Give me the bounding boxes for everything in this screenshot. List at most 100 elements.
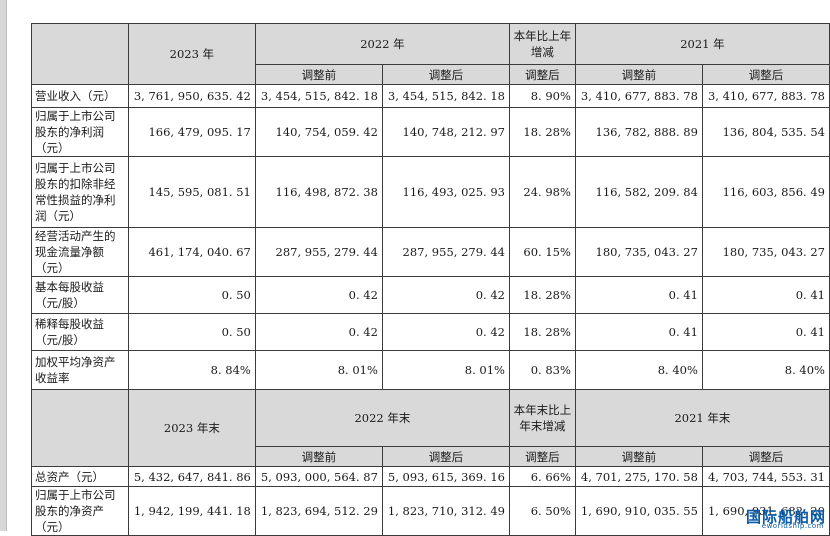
cell-change: 0. 83%: [508, 350, 576, 390]
cell-2021-before: 0. 41: [574, 276, 703, 314]
cell-2021-before: 3, 410, 677, 883. 78: [574, 84, 703, 108]
table-row: 基本每股收益（元/股） 0. 50 0. 42 0. 42 18. 28% 0.…: [31, 276, 830, 314]
cell-2021-after: 4, 703, 744, 553. 31: [701, 466, 830, 487]
header-blank-cell: [31, 389, 129, 467]
financial-data-table: 2023 年 2022 年 本年比上年增减 2021 年 调整前 调整后 调整后…: [31, 23, 830, 536]
cell-2021-after: 116, 603, 856. 49: [701, 156, 830, 228]
cell-2022-after: 1, 823, 710, 312. 49: [381, 486, 510, 536]
cell-change: 18. 28%: [508, 107, 576, 157]
cell-2021-after: 8. 40%: [701, 350, 830, 390]
cell-2023: 1, 942, 199, 441. 18: [127, 486, 256, 536]
header-2021-end-before: 调整前: [574, 446, 703, 467]
row-label: 归属于上市公司股东的扣除非经常性损益的净利润（元）: [31, 156, 129, 228]
header-change-end: 本年末比上年末增减: [508, 389, 576, 447]
table-row: 归属于上市公司股东的净利润（元） 166, 479, 095. 17 140, …: [31, 107, 830, 157]
cell-2021-before: 1, 690, 910, 035. 55: [574, 486, 703, 536]
header-2022-end-before: 调整前: [254, 446, 383, 467]
row-label: 基本每股收益（元/股）: [31, 276, 129, 314]
cell-2021-before: 0. 41: [574, 313, 703, 351]
cell-2021-before: 180, 735, 043. 27: [574, 227, 703, 277]
header-2021-before: 调整前: [574, 64, 703, 85]
cell-2022-before: 116, 498, 872. 38: [254, 156, 383, 228]
header-blank-cell: [31, 23, 129, 85]
header-year-2022-end: 2022 年末: [254, 389, 510, 447]
cell-2021-after: 0. 41: [701, 276, 830, 314]
cell-2023: 166, 479, 095. 17: [127, 107, 256, 157]
header-year-2021: 2021 年: [574, 23, 830, 65]
header-year-2023-end: 2023 年末: [127, 389, 256, 467]
row-label: 归属于上市公司股东的净资产（元）: [31, 486, 129, 536]
table-row: 营业收入（元） 3, 761, 950, 635. 42 3, 454, 515…: [31, 84, 830, 108]
table-row: 归属于上市公司股东的净资产（元） 1, 942, 199, 441. 18 1,…: [31, 486, 830, 536]
header-year-2023: 2023 年: [127, 23, 256, 85]
row-label: 稀释每股收益（元/股）: [31, 313, 129, 351]
cell-2023: 0. 50: [127, 276, 256, 314]
header-change-end-after: 调整后: [508, 446, 576, 467]
table-row: 加权平均净资产收益率 8. 84% 8. 01% 8. 01% 0. 83% 8…: [31, 350, 830, 390]
cell-2022-before: 1, 823, 694, 512. 29: [254, 486, 383, 536]
cell-change: 8. 90%: [508, 84, 576, 108]
watermark-cn-text: 国际船舶网: [745, 508, 826, 526]
cell-2021-before: 8. 40%: [574, 350, 703, 390]
cell-2022-before: 3, 454, 515, 842. 18: [254, 84, 383, 108]
left-window-edge-line: [6, 0, 7, 531]
cell-2021-after: 3, 410, 677, 883. 78: [701, 84, 830, 108]
cell-change: 18. 28%: [508, 276, 576, 314]
cell-2022-after: 0. 42: [381, 276, 510, 314]
header-change: 本年比上年增减: [508, 23, 576, 65]
cell-2022-before: 5, 093, 000, 564. 87: [254, 466, 383, 487]
cell-2021-before: 4, 701, 275, 170. 58: [574, 466, 703, 487]
table-row: 总资产（元） 5, 432, 647, 841. 86 5, 093, 000,…: [31, 466, 830, 487]
cell-2023: 0. 50: [127, 313, 256, 351]
cell-2022-after: 3, 454, 515, 842. 18: [381, 84, 510, 108]
row-label: 营业收入（元）: [31, 84, 129, 108]
header-2021-after: 调整后: [701, 64, 830, 85]
header-2022-after: 调整后: [381, 64, 510, 85]
cell-2021-after: 0. 41: [701, 313, 830, 351]
cell-2021-after: 136, 804, 535. 54: [701, 107, 830, 157]
header-row-1: 2023 年 2022 年 本年比上年增减 2021 年: [31, 23, 830, 85]
header-2022-before: 调整前: [254, 64, 383, 85]
cell-change: 24. 98%: [508, 156, 576, 228]
cell-2022-after: 116, 493, 025. 93: [381, 156, 510, 228]
cell-2022-after: 140, 748, 212. 97: [381, 107, 510, 157]
watermark-en-text: eworldship.com: [761, 522, 824, 530]
table-row: 经营活动产生的现金流量净额（元） 461, 174, 040. 67 287, …: [31, 227, 830, 277]
cell-2023: 8. 84%: [127, 350, 256, 390]
left-window-edge: [0, 0, 6, 531]
cell-2022-after: 5, 093, 615, 369. 16: [381, 466, 510, 487]
header-2022-end-after: 调整后: [381, 446, 510, 467]
site-watermark: 国际船舶网 eworldship.com: [730, 506, 828, 531]
header-year-2021-end: 2021 年末: [574, 389, 830, 447]
header-row-3: 2023 年末 2022 年末 本年末比上年末增减 2021 年末: [31, 389, 830, 467]
cell-2022-before: 287, 955, 279. 44: [254, 227, 383, 277]
cell-change: 60. 15%: [508, 227, 576, 277]
cell-2022-before: 0. 42: [254, 276, 383, 314]
cell-2022-before: 140, 754, 059. 42: [254, 107, 383, 157]
header-year-2022: 2022 年: [254, 23, 510, 65]
cell-2023: 145, 595, 081. 51: [127, 156, 256, 228]
cell-2023: 3, 761, 950, 635. 42: [127, 84, 256, 108]
header-row-2: 调整前 调整后 调整后 调整前 调整后: [32, 64, 830, 85]
cell-2022-after: 287, 955, 279. 44: [381, 227, 510, 277]
cell-2022-before: 8. 01%: [254, 350, 383, 390]
cell-2022-after: 0. 42: [381, 313, 510, 351]
row-label: 总资产（元）: [31, 466, 129, 487]
header-2021-end-after: 调整后: [701, 446, 830, 467]
table-row: 稀释每股收益（元/股） 0. 50 0. 42 0. 42 18. 28% 0.…: [31, 313, 830, 351]
cell-2021-before: 136, 782, 888. 89: [574, 107, 703, 157]
cell-change: 6. 50%: [508, 486, 576, 536]
row-label: 加权平均净资产收益率: [31, 350, 129, 390]
cell-2023: 5, 432, 647, 841. 86: [127, 466, 256, 487]
cell-2022-after: 8. 01%: [381, 350, 510, 390]
cell-change: 6. 66%: [508, 466, 576, 487]
table-row: 归属于上市公司股东的扣除非经常性损益的净利润（元） 145, 595, 081.…: [31, 156, 830, 228]
row-label: 归属于上市公司股东的净利润（元）: [31, 107, 129, 157]
cell-2021-after: 180, 735, 043. 27: [701, 227, 830, 277]
cell-2022-before: 0. 42: [254, 313, 383, 351]
cell-2023: 461, 174, 040. 67: [127, 227, 256, 277]
cell-change: 18. 28%: [508, 313, 576, 351]
row-label: 经营活动产生的现金流量净额（元）: [31, 227, 129, 277]
cell-2021-before: 116, 582, 209. 84: [574, 156, 703, 228]
cell-2021-after: 1, 690, 931, 682. 20: [701, 486, 830, 536]
